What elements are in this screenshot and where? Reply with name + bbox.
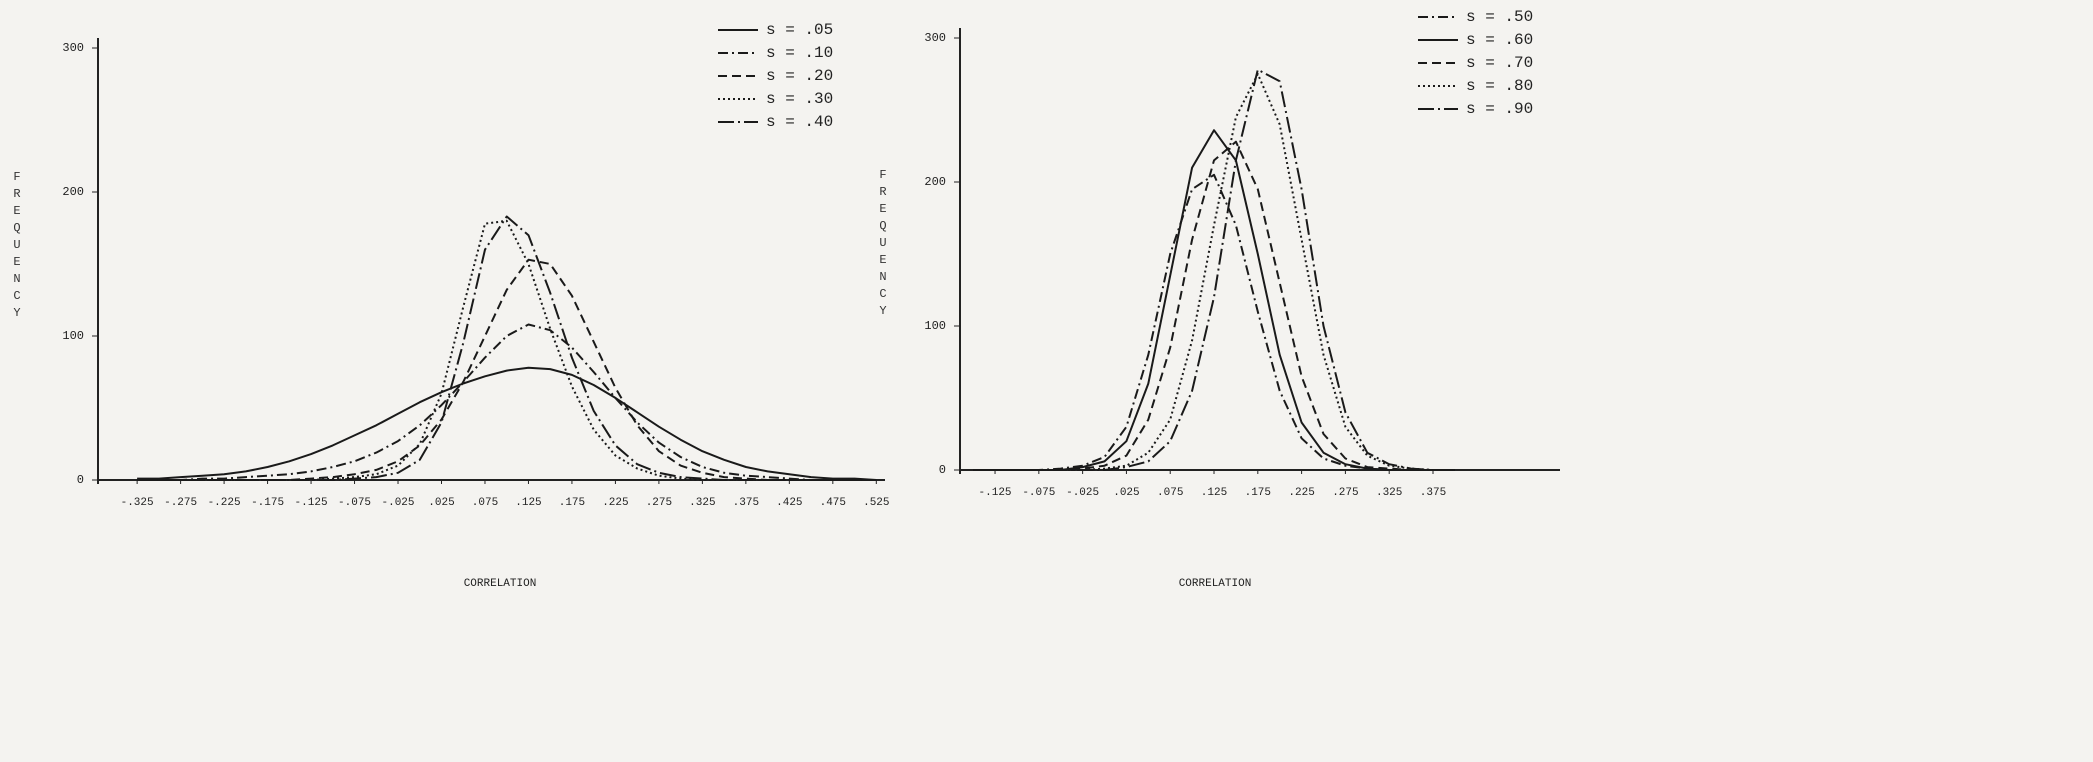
x-tick-label: .375 xyxy=(1420,487,1446,499)
x-tick-label: -.125 xyxy=(295,497,328,509)
series-line xyxy=(973,73,1455,471)
x-axis-title: CORRELATION xyxy=(1179,578,1252,590)
x-tick-label: .525 xyxy=(863,497,889,509)
y-tick-label: 0 xyxy=(939,463,946,477)
y-axis-title: FREQUENCY xyxy=(10,170,24,323)
x-tick-label: .225 xyxy=(1288,487,1314,499)
x-tick-label: .325 xyxy=(689,497,715,509)
y-tick-label: 100 xyxy=(62,329,84,343)
x-tick-label: .175 xyxy=(559,497,585,509)
series-line xyxy=(137,366,877,481)
legend-label: s = .40 xyxy=(766,113,833,131)
legend-label: s = .30 xyxy=(766,90,833,108)
series-line xyxy=(137,323,877,481)
x-tick-label: .475 xyxy=(820,497,846,509)
series-line xyxy=(973,173,1455,471)
x-tick-label: .075 xyxy=(1157,487,1183,499)
x-tick-label: .025 xyxy=(428,497,454,509)
x-tick-label: .075 xyxy=(472,497,498,509)
x-tick-label: .125 xyxy=(515,497,541,509)
x-tick-label: -.275 xyxy=(164,497,197,509)
x-tick-label: -.075 xyxy=(338,497,371,509)
y-tick-label: 0 xyxy=(77,473,84,487)
x-tick-label: -.075 xyxy=(1022,487,1055,499)
x-tick-label: .375 xyxy=(733,497,759,509)
legend-label: s = .90 xyxy=(1466,100,1533,118)
x-tick-label: .125 xyxy=(1201,487,1227,499)
x-tick-label: .275 xyxy=(1332,487,1358,499)
x-tick-label: .225 xyxy=(602,497,628,509)
legend-label: s = .60 xyxy=(1466,31,1533,49)
x-tick-label: .425 xyxy=(776,497,802,509)
series-line xyxy=(973,140,1455,471)
series-line xyxy=(137,215,877,481)
legend-label: s = .50 xyxy=(1466,8,1533,26)
x-tick-label: -.325 xyxy=(121,497,154,509)
legend-label: s = .70 xyxy=(1466,54,1533,72)
x-axis-title: CORRELATION xyxy=(464,578,537,590)
x-tick-label: .175 xyxy=(1245,487,1271,499)
x-tick-label: -.225 xyxy=(208,497,241,509)
series-line xyxy=(137,219,877,481)
y-tick-label: 200 xyxy=(924,175,946,189)
x-tick-label: .325 xyxy=(1376,487,1402,499)
x-tick-label: .275 xyxy=(646,497,672,509)
y-tick-label: 300 xyxy=(62,41,84,55)
series-line xyxy=(973,129,1455,471)
x-tick-label: -.175 xyxy=(251,497,284,509)
legend-label: s = .10 xyxy=(766,44,833,62)
legend-label: s = .80 xyxy=(1466,77,1533,95)
x-tick-label: -.025 xyxy=(382,497,415,509)
y-tick-label: 200 xyxy=(62,185,84,199)
x-tick-label: -.025 xyxy=(1066,487,1099,499)
x-tick-label: -.125 xyxy=(979,487,1012,499)
series-line xyxy=(973,68,1455,471)
legend-label: s = .20 xyxy=(766,67,833,85)
legend-label: s = .05 xyxy=(766,21,833,39)
x-tick-label: .025 xyxy=(1113,487,1139,499)
y-tick-label: 100 xyxy=(924,319,946,333)
y-axis-title: FREQUENCY xyxy=(876,168,890,321)
y-tick-label: 300 xyxy=(924,31,946,45)
